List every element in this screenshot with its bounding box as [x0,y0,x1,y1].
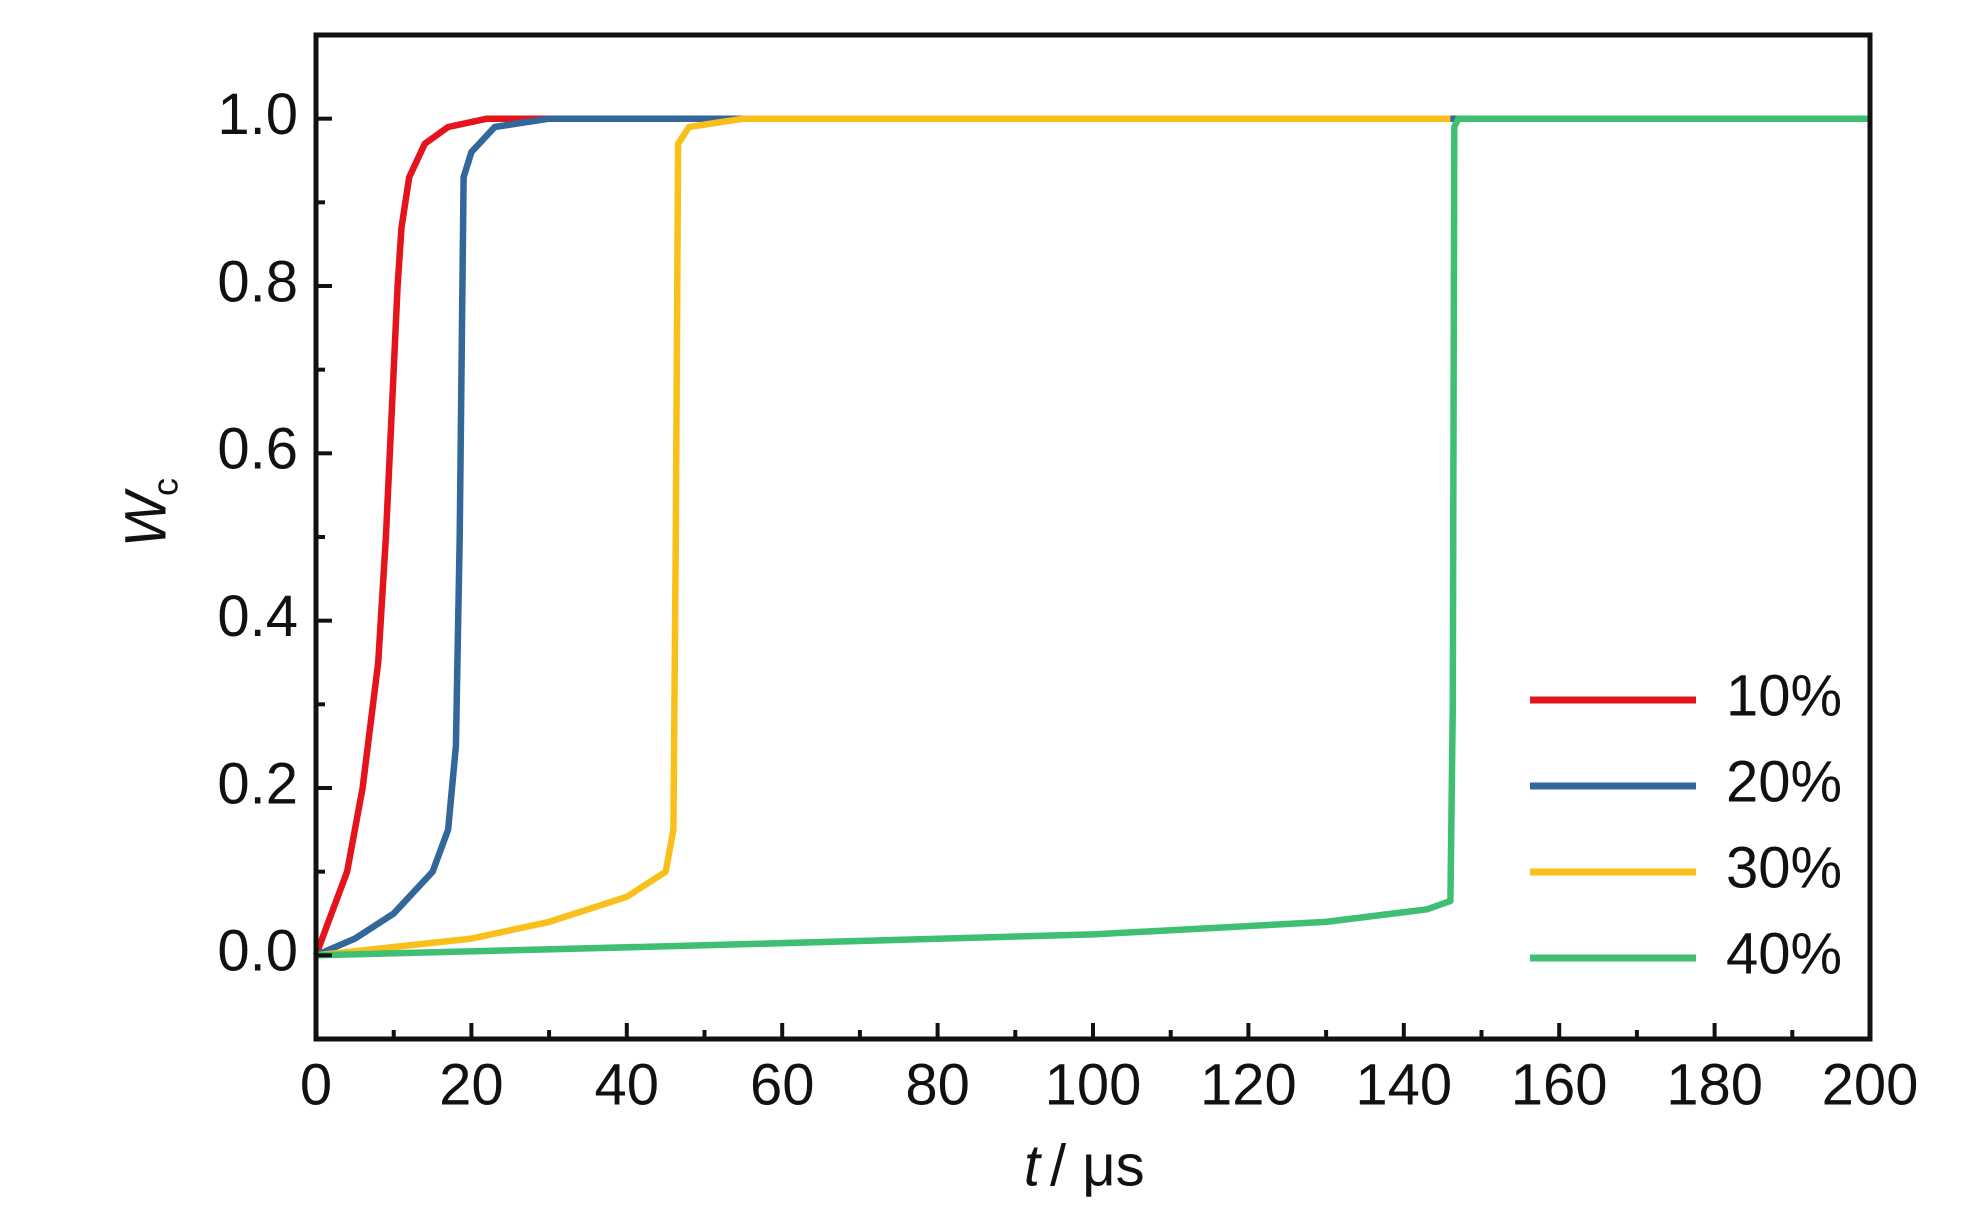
x-tick-label: 180 [1666,1052,1763,1117]
y-label-sub: c [145,478,186,496]
data-line [312,115,1870,957]
legend-label: 10% [1726,663,1842,728]
legend-label: 30% [1726,835,1842,900]
data-line [315,115,1451,959]
y-label-var: W [113,487,178,547]
x-tick-label: 160 [1511,1052,1608,1117]
x-tick-label: 0 [300,1052,332,1117]
x-tick-label: 20 [439,1052,504,1117]
y-tick-label: 0.2 [217,751,298,816]
data-line [314,115,1870,959]
x-tick-label: 200 [1822,1052,1919,1117]
x-tick-label: 60 [750,1052,815,1117]
y-axis-label: W c [113,478,185,547]
legend-label: 40% [1726,921,1842,986]
plot-frame [313,32,1873,1042]
y-tick-label: 0.8 [217,249,298,314]
x-tick-label: 120 [1200,1052,1297,1117]
y-tick-label: 1.0 [217,82,298,147]
x-tick-label: 80 [905,1052,970,1117]
y-tick-label: 0.0 [217,919,298,984]
x-label-var: t [1024,1133,1043,1198]
x-tick-label: 140 [1355,1052,1452,1117]
data-line [315,115,1870,959]
y-tick-label: 0.6 [217,417,298,482]
x-label-unit: / μs [1050,1133,1145,1198]
y-tick-label: 0.4 [217,584,298,649]
x-tick-label: 100 [1045,1052,1142,1117]
x-tick-label: 40 [595,1052,660,1117]
legend-label: 20% [1726,749,1842,814]
